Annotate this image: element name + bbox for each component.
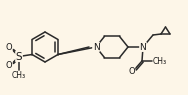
Text: N: N <box>93 42 99 51</box>
Text: O: O <box>6 43 12 52</box>
Text: CH₃: CH₃ <box>153 57 167 65</box>
Text: O: O <box>6 61 12 70</box>
Text: O: O <box>128 66 135 76</box>
Text: CH₃: CH₃ <box>12 71 26 80</box>
Text: S: S <box>16 51 22 61</box>
Text: N: N <box>140 42 146 51</box>
